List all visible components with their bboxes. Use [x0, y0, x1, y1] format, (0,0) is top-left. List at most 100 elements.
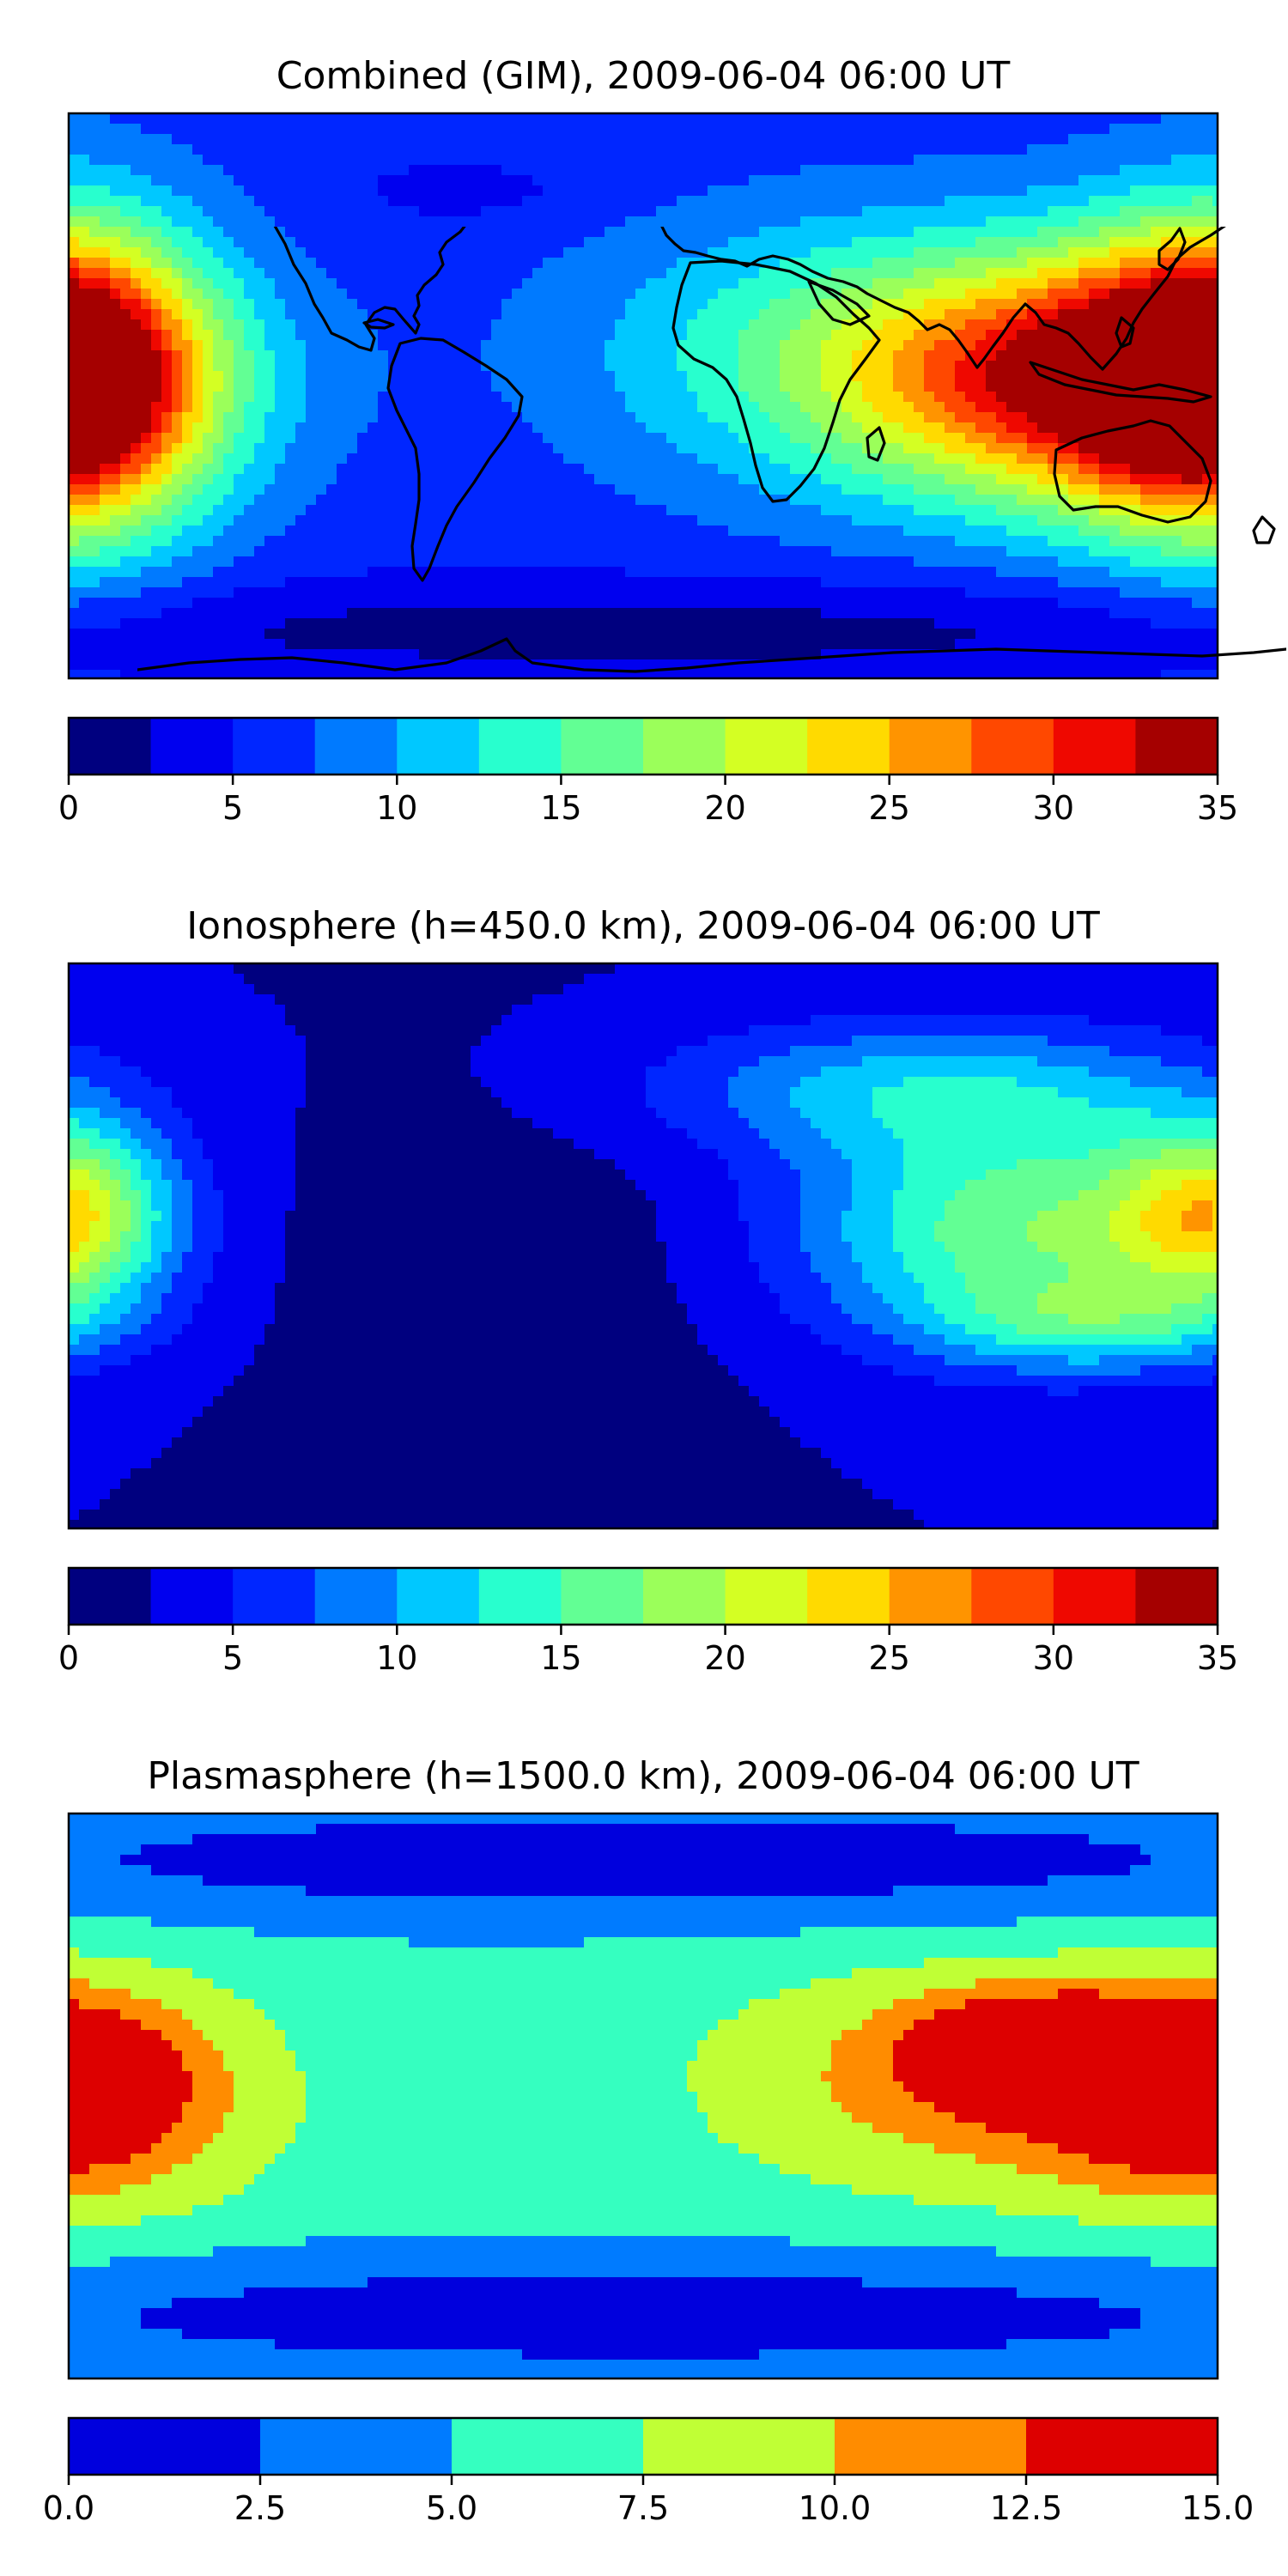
heatmap-cell — [965, 319, 976, 331]
heatmap-cell — [1171, 536, 1182, 547]
heatmap-cell — [553, 175, 564, 186]
heatmap-cell — [1212, 155, 1218, 166]
heatmap-cell — [914, 299, 925, 310]
heatmap-cell — [769, 505, 781, 516]
heatmap-cell — [883, 185, 894, 197]
heatmap-cell — [1027, 495, 1038, 506]
heatmap-cell — [759, 381, 770, 392]
heatmap-cell — [213, 361, 224, 372]
heatmap-cell — [790, 124, 801, 135]
heatmap-cell — [841, 505, 853, 516]
heatmap-cell — [790, 309, 801, 320]
heatmap-cell — [172, 546, 183, 557]
heatmap-cell — [656, 484, 667, 495]
heatmap-cell — [594, 165, 605, 176]
heatmap-cell — [409, 206, 420, 217]
heatmap-cell — [110, 330, 121, 341]
heatmap-cell — [584, 319, 595, 331]
heatmap-cell — [131, 453, 142, 465]
heatmap-cell — [1109, 433, 1121, 444]
heatmap-cell — [440, 278, 451, 289]
heatmap-cell — [89, 433, 100, 444]
heatmap-cell — [419, 227, 430, 238]
heatmap-cell — [1120, 495, 1131, 506]
heatmap-cell — [1048, 433, 1059, 444]
heatmap-cell — [1151, 330, 1162, 341]
heatmap-cell — [1109, 175, 1121, 186]
heatmap-cell — [883, 155, 894, 166]
heatmap-cell — [347, 443, 358, 454]
heatmap-cell — [1099, 526, 1110, 537]
heatmap-cell — [635, 381, 647, 392]
heatmap-cell — [326, 381, 337, 392]
heatmap-cell — [584, 556, 595, 568]
heatmap-cell — [1099, 206, 1110, 217]
heatmap-cell — [759, 216, 770, 228]
heatmap-cell — [192, 340, 204, 351]
heatmap-cell — [512, 371, 523, 382]
heatmap-cell — [800, 515, 811, 526]
heatmap-cell — [738, 556, 750, 568]
heatmap-cell — [131, 196, 142, 207]
heatmap-cell — [151, 175, 162, 186]
heatmap-cell — [1192, 299, 1203, 310]
heatmap-cell — [501, 556, 513, 568]
heatmap-cell — [553, 155, 564, 166]
heatmap-cell — [872, 196, 884, 207]
heatmap-cell — [543, 185, 554, 197]
heatmap-cell — [295, 412, 307, 423]
heatmap-cell — [718, 422, 729, 434]
heatmap-cell — [244, 484, 255, 495]
heatmap-cell — [471, 526, 482, 537]
heatmap-cell — [1130, 227, 1141, 238]
heatmap-cell — [656, 546, 667, 557]
heatmap-cell — [924, 216, 935, 228]
heatmap-cell — [1017, 350, 1028, 361]
heatmap-cell — [800, 289, 811, 300]
heatmap-cell — [749, 433, 760, 444]
heatmap-cell — [955, 422, 966, 434]
heatmap-cell — [543, 361, 554, 372]
heatmap-cell — [718, 495, 729, 506]
heatmap-cell — [1202, 453, 1213, 465]
heatmap-cell — [934, 185, 945, 197]
heatmap-cell — [481, 227, 492, 238]
heatmap-cell — [337, 495, 348, 506]
heatmap-cell — [738, 474, 750, 485]
heatmap-cell — [347, 350, 358, 361]
heatmap-cell — [615, 134, 626, 145]
heatmap-cell — [1161, 484, 1172, 495]
heatmap-cell — [934, 113, 945, 125]
heatmap-cell — [625, 309, 636, 320]
heatmap-cell — [409, 113, 420, 125]
heatmap-cell — [584, 392, 595, 403]
heatmap-cell — [79, 134, 90, 145]
heatmap-cell — [800, 443, 811, 454]
heatmap-cell — [192, 144, 204, 155]
heatmap-cell — [893, 361, 904, 372]
heatmap-cell — [471, 319, 482, 331]
heatmap-cell — [460, 381, 471, 392]
heatmap-cell — [903, 206, 914, 217]
heatmap-cell — [223, 113, 234, 125]
heatmap-cell — [955, 299, 966, 310]
heatmap-cell — [769, 113, 781, 125]
heatmap-cell — [780, 309, 791, 320]
heatmap-cell — [120, 196, 131, 207]
heatmap-cell — [697, 371, 708, 382]
heatmap-cell — [553, 361, 564, 372]
heatmap-cell — [831, 330, 842, 341]
heatmap-cell — [574, 134, 585, 145]
heatmap-cell — [223, 134, 234, 145]
heatmap-cell — [79, 175, 90, 186]
heatmap-cell — [120, 546, 131, 557]
heatmap-cell — [69, 144, 80, 155]
heatmap-cell — [254, 361, 265, 372]
heatmap-cell — [306, 536, 317, 547]
heatmap-cell — [749, 165, 760, 176]
heatmap-cell — [275, 216, 286, 228]
heatmap-cell — [1130, 185, 1141, 197]
heatmap-cell — [574, 464, 585, 475]
heatmap-cell — [347, 474, 358, 485]
heatmap-cell — [450, 526, 461, 537]
